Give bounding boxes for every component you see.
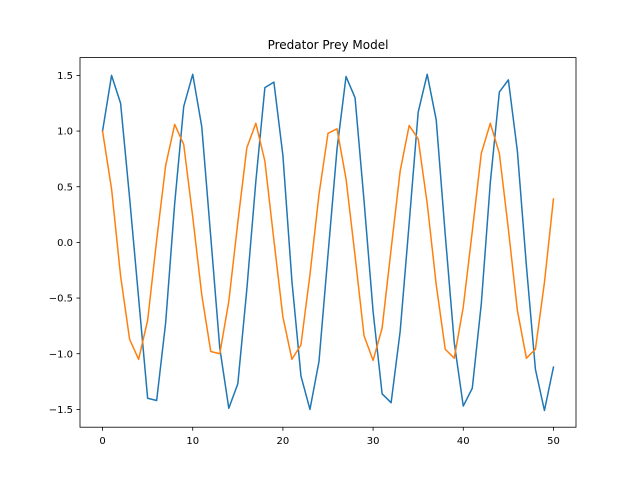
- series-layer: [101, 73, 555, 412]
- y-tick-label: 0.5: [57, 182, 73, 193]
- y-tick-label: −1.0: [49, 349, 73, 360]
- y-axis: −1.5 −1.0 −0.5 0.0 0.5 1.0 1.5: [49, 71, 80, 416]
- x-axis: 0 10 20 30 40 50: [99, 427, 560, 447]
- x-tick-label: 0: [99, 436, 105, 447]
- y-tick-label: 0.0: [57, 238, 73, 249]
- x-tick-label: 50: [547, 436, 560, 447]
- y-tick-label: −1.5: [49, 405, 73, 416]
- series-line-2: [101, 122, 555, 362]
- y-tick-label: −0.5: [49, 294, 73, 305]
- chart-title: Predator Prey Model: [268, 38, 389, 52]
- x-tick-label: 40: [457, 436, 470, 447]
- y-tick-label: 1.0: [57, 127, 73, 138]
- y-tick-label: 1.5: [57, 71, 73, 82]
- series-line-1: [101, 73, 555, 412]
- x-tick-label: 30: [367, 436, 380, 447]
- x-tick-label: 20: [277, 436, 290, 447]
- x-tick-label: 10: [186, 436, 199, 447]
